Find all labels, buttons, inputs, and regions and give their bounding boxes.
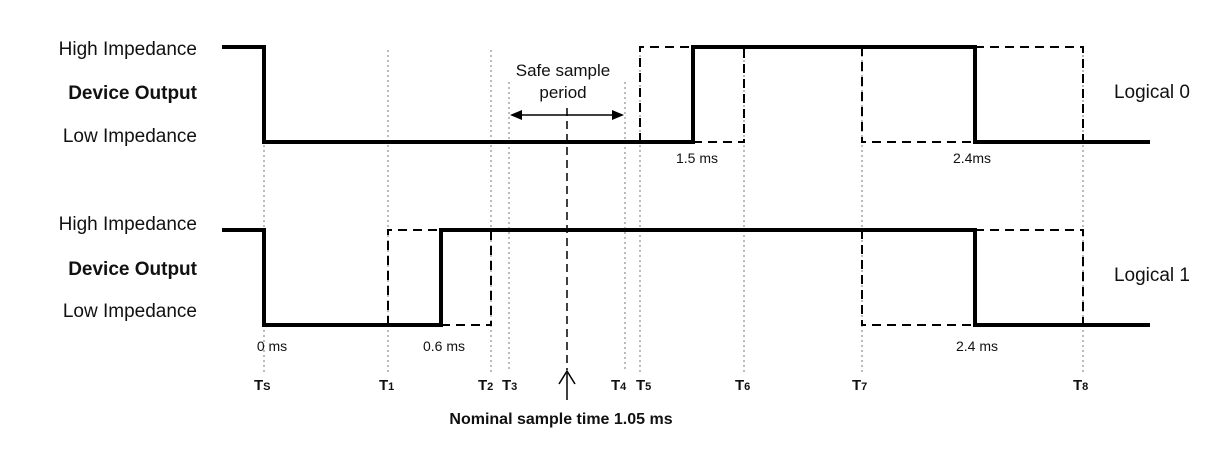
tick-label-t7: T7 (852, 377, 867, 394)
tick-label-t2: T2 (478, 377, 493, 394)
lower-time-2-4ms: 2.4 ms (956, 338, 998, 354)
safe-sample-arrow (510, 110, 624, 120)
nominal-arrow-head (558, 369, 576, 385)
lower-time-0-6ms: 0.6 ms (423, 338, 465, 354)
safe-sample-label-line2: period (539, 83, 586, 102)
upper-solid-trace (222, 45, 1150, 144)
lower-dash-fall-early (861, 230, 975, 326)
tick-label-t4: T4 (611, 377, 627, 394)
lower-waveform (222, 228, 1150, 327)
lower-device-output-label: Device Output (68, 259, 197, 280)
tick-labels: TS T1 T2 T3 T4 T5 T6 T7 T8 (254, 377, 1088, 394)
lower-low-impedance-label: Low Impedance (63, 301, 197, 322)
upper-dash-rise-late (693, 47, 745, 143)
upper-low-impedance-label: Low Impedance (63, 126, 197, 147)
tick-label-t5: T5 (636, 377, 651, 394)
lower-time-0ms: 0 ms (257, 338, 287, 354)
tick-label-t6: T6 (735, 377, 750, 394)
tick-label-ts: TS (254, 377, 271, 394)
tick-label-t1: T1 (379, 377, 394, 394)
nominal-sample-label: Nominal sample time 1.05 ms (449, 411, 672, 428)
safe-sample-label-line1: Safe sample (516, 61, 611, 80)
upper-dash-fall-late (975, 46, 1084, 142)
upper-high-impedance-label: High Impedance (59, 39, 197, 60)
lower-high-impedance-label: High Impedance (59, 214, 197, 235)
safe-sample-arrow-right-head (612, 110, 624, 120)
logical-0-label: Logical 0 (1114, 82, 1190, 103)
upper-dash-rise-early (625, 46, 693, 143)
tick-label-t3: T3 (502, 377, 517, 394)
upper-dash-fall-early (861, 47, 975, 143)
nominal-sample-arrow-icon (558, 369, 576, 400)
upper-waveform (222, 45, 1150, 144)
lower-dash-rise-early (387, 229, 441, 325)
safe-sample-arrow-left-head (510, 110, 522, 120)
lower-solid-trace (222, 228, 1150, 327)
tick-label-t8: T8 (1073, 377, 1088, 394)
lower-dash-rise-late (441, 230, 492, 326)
lower-dash-fall-late (975, 229, 1084, 325)
upper-time-1-5ms: 1.5 ms (676, 150, 718, 166)
upper-device-output-label: Device Output (68, 83, 197, 104)
logical-1-label: Logical 1 (1114, 265, 1190, 286)
upper-time-2-4ms: 2.4ms (953, 150, 991, 166)
